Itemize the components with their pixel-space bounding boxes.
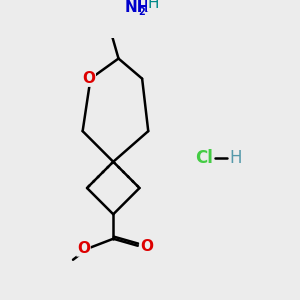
Text: H: H (148, 0, 159, 11)
Text: Cl: Cl (195, 149, 213, 167)
Text: H: H (230, 149, 242, 167)
Text: O: O (82, 71, 95, 86)
Text: O: O (140, 239, 153, 254)
Text: 2: 2 (138, 7, 145, 17)
Text: O: O (77, 241, 90, 256)
Text: NH: NH (124, 0, 150, 15)
